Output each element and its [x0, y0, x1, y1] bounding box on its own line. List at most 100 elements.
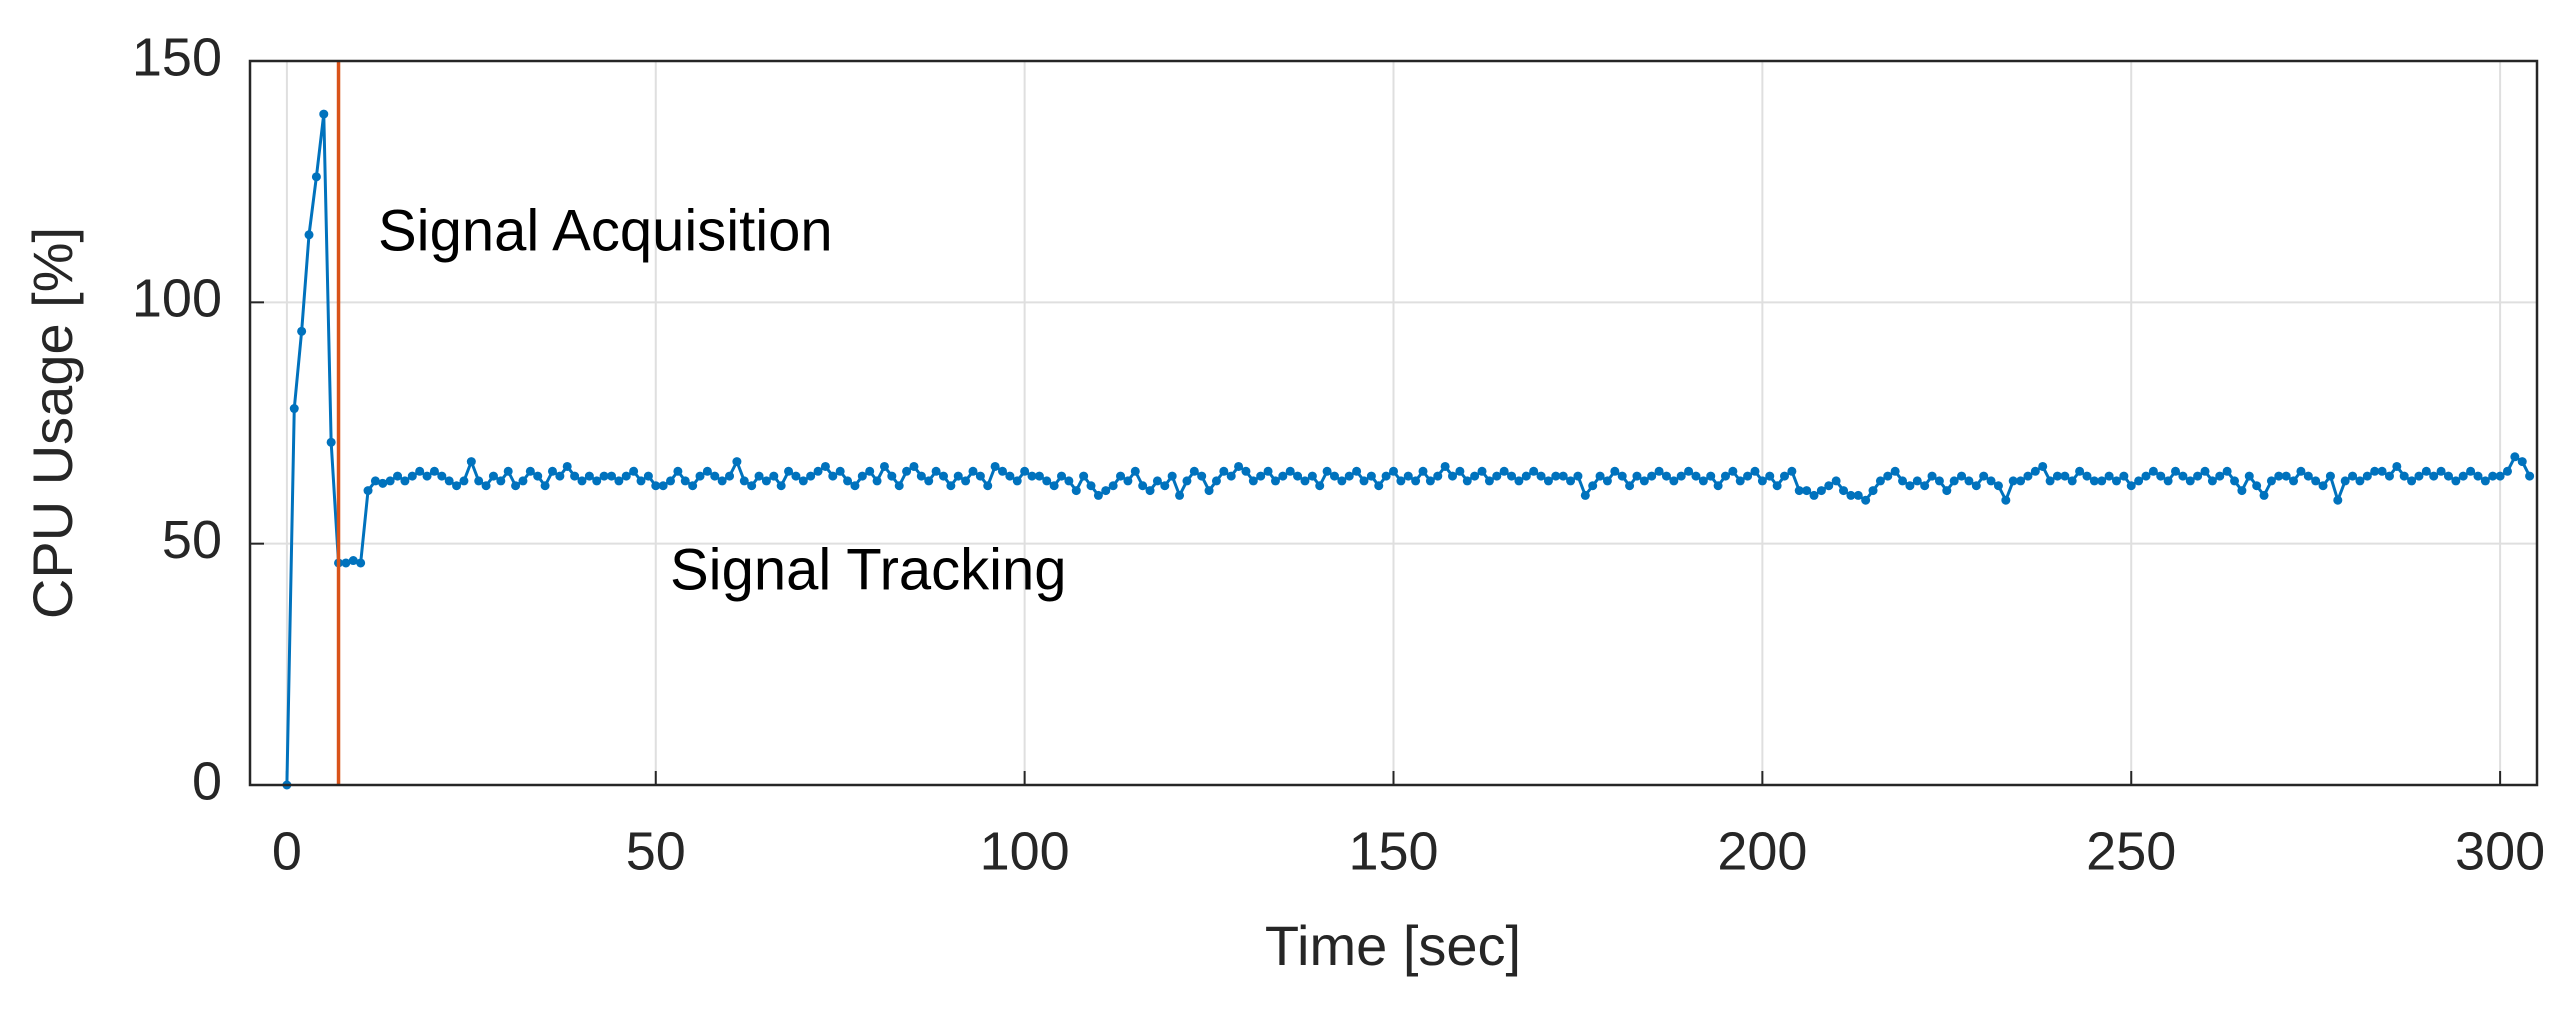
data-point [2215, 471, 2225, 481]
data-point [1418, 466, 1428, 476]
data-point [761, 476, 771, 486]
data-point [1175, 490, 1185, 500]
data-point [643, 471, 653, 481]
data-point [1875, 476, 1885, 486]
data-point [1374, 481, 1384, 491]
data-point [909, 461, 919, 471]
data-point [1160, 481, 1170, 491]
data-point [1669, 476, 1679, 486]
data-point [555, 471, 565, 481]
data-point [1440, 461, 1450, 471]
data-point [444, 476, 454, 486]
data-point [1108, 481, 1118, 491]
data-point [902, 466, 912, 476]
annotation: Signal Tracking [670, 537, 1067, 602]
data-point [938, 471, 948, 481]
data-point [2281, 471, 2291, 481]
data-point [2134, 476, 2144, 486]
data-point [1551, 471, 1561, 481]
data-point [422, 471, 432, 481]
data-point [2340, 476, 2350, 486]
data-point [1470, 471, 1480, 481]
data-point [931, 466, 941, 476]
data-point [1691, 471, 1701, 481]
data-point [2274, 471, 2284, 481]
data-point [1278, 471, 1288, 481]
data-point [1661, 471, 1671, 481]
data-point [2502, 466, 2512, 476]
data-point [2510, 452, 2520, 462]
data-point [1057, 471, 1067, 481]
data-point [1086, 481, 1096, 491]
data-point [2016, 476, 2026, 486]
data-point [1248, 476, 1258, 486]
data-point [1389, 466, 1398, 476]
data-point [820, 461, 830, 471]
data-point [1625, 481, 1635, 491]
data-point [2200, 466, 2210, 476]
data-point [1507, 471, 1517, 481]
data-point [2296, 466, 2306, 476]
data-point [304, 230, 314, 240]
data-point [1536, 471, 1546, 481]
data-point [1831, 476, 1841, 486]
data-point [2517, 457, 2527, 467]
data-point [1270, 476, 1280, 486]
data-point [474, 476, 484, 486]
data-point [1167, 471, 1177, 481]
data-point [1529, 466, 1539, 476]
data-point [2111, 476, 2121, 486]
data-point [1123, 476, 1133, 486]
data-point [1905, 481, 1915, 491]
data-point [1602, 476, 1612, 486]
data-point [2237, 486, 2247, 496]
data-point [2421, 466, 2431, 476]
data-point [2436, 466, 2446, 476]
data-point [1543, 476, 1553, 486]
data-point [2289, 476, 2299, 486]
data-point [1197, 471, 1207, 481]
data-point [2082, 471, 2092, 481]
y-tick-label: 50 [162, 510, 222, 570]
data-point [2126, 481, 2136, 491]
data-point [1012, 476, 1022, 486]
data-point [1396, 476, 1406, 486]
data-point [1182, 476, 1192, 486]
y-tick-label: 100 [132, 269, 222, 329]
data-point [2333, 495, 2343, 505]
data-point [1861, 495, 1871, 505]
data-point [2230, 476, 2240, 486]
data-point [2429, 471, 2439, 481]
data-point [754, 471, 764, 481]
data-point [2370, 466, 2380, 476]
data-point [488, 471, 498, 481]
data-point [1145, 486, 1155, 496]
data-point [2141, 471, 2151, 481]
data-point [1942, 486, 1952, 496]
data-point [717, 476, 727, 486]
data-point [798, 476, 808, 486]
data-point [1492, 471, 1502, 481]
data-point [1034, 471, 1044, 481]
data-point [1101, 486, 1111, 496]
data-point [2207, 476, 2217, 486]
data-point [688, 481, 698, 491]
data-point [1130, 466, 1140, 476]
x-tick-label: 0 [272, 821, 302, 881]
data-point [1138, 481, 1148, 491]
data-point [2097, 476, 2107, 486]
data-point [2525, 471, 2535, 481]
data-point [2008, 476, 2018, 486]
data-point [1595, 471, 1605, 481]
data-point [2075, 466, 2085, 476]
data-point [2045, 476, 2055, 486]
data-point [1116, 471, 1126, 481]
data-point [1226, 471, 1236, 481]
data-point [1802, 486, 1812, 496]
data-point [547, 466, 557, 476]
data-point [1189, 466, 1199, 476]
data-point [1846, 490, 1856, 500]
data-point [813, 466, 823, 476]
data-point [739, 476, 749, 486]
data-point [828, 471, 838, 481]
